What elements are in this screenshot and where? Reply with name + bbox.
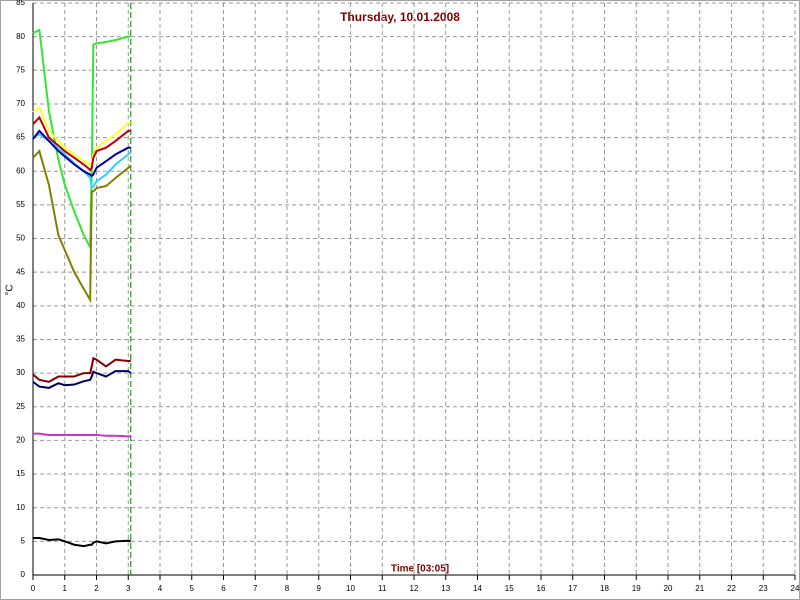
y-axis-label: °C: [5, 284, 16, 295]
x-tick-label: 5: [190, 584, 195, 593]
x-tick-label: 6: [221, 584, 226, 593]
y-tick-label: 60: [16, 166, 25, 175]
x-tick-label: 8: [285, 584, 290, 593]
y-tick-label: 0: [21, 570, 26, 579]
series-line: [32, 149, 132, 304]
series-line: [32, 105, 132, 166]
x-tick-label: 0: [31, 584, 36, 593]
x-axis-label: Time [03:05]: [391, 564, 449, 575]
x-tick-label: 17: [568, 584, 577, 593]
y-tick-label: 45: [16, 267, 25, 276]
x-tick-label: 2: [94, 584, 99, 593]
x-tick-label: 22: [727, 584, 736, 593]
x-tick-label: 7: [253, 584, 258, 593]
x-tick-label: 20: [664, 584, 673, 593]
y-tick-label: 40: [16, 301, 25, 310]
x-tick-label: 11: [378, 584, 387, 593]
y-tick-label: 15: [16, 469, 25, 478]
y-tick-label: 80: [16, 32, 25, 41]
y-tick-label: 55: [16, 200, 25, 209]
x-tick-label: 18: [600, 584, 609, 593]
y-tick-label: 30: [16, 368, 25, 377]
x-tick-label: 24: [791, 584, 800, 593]
x-tick-label: 16: [537, 584, 546, 593]
x-tick-label: 1: [63, 584, 68, 593]
y-tick-label: 85: [16, 0, 25, 7]
y-tick-label: 75: [16, 65, 25, 74]
y-tick-label: 10: [16, 503, 25, 512]
y-tick-label: 20: [16, 436, 25, 445]
x-tick-label: 3: [126, 584, 131, 593]
y-tick-label: 25: [16, 402, 25, 411]
y-tick-label: 35: [16, 335, 25, 344]
x-tick-label: 4: [158, 584, 163, 593]
y-tick-label: 65: [16, 133, 25, 142]
series-line: [32, 129, 131, 178]
x-tick-label: 13: [441, 584, 450, 593]
x-tick-label: 10: [346, 584, 355, 593]
chart-title: Thursday, 10.01.2008: [340, 10, 460, 24]
y-tick-label: 50: [16, 234, 25, 243]
series-line: [33, 432, 131, 438]
x-tick-label: 21: [695, 584, 704, 593]
x-tick-label: 19: [632, 584, 641, 593]
y-tick-label: 5: [21, 536, 26, 545]
x-tick-label: 15: [505, 584, 514, 593]
x-tick-label: 9: [317, 584, 322, 593]
x-tick-label: 12: [410, 584, 419, 593]
series-line: [32, 370, 132, 389]
x-tick-label: 23: [759, 584, 768, 593]
series-line: [32, 115, 131, 172]
y-tick-label: 70: [16, 99, 25, 108]
x-tick-label: 14: [473, 584, 482, 593]
series-line: [32, 356, 131, 383]
series-line: [33, 536, 132, 548]
